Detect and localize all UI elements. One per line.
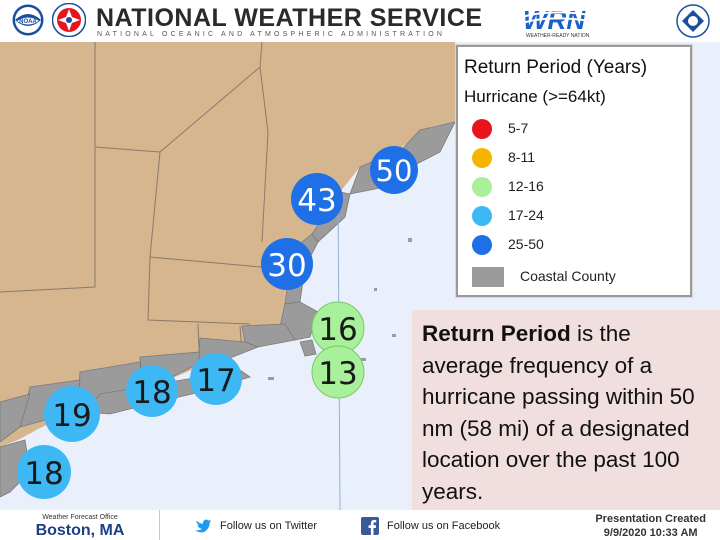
noaa-logo-icon: NOAA <box>12 4 44 36</box>
marker-50[interactable]: 50 <box>370 146 418 194</box>
marker-19[interactable]: 19 <box>44 386 100 442</box>
legend-label: 12-16 <box>508 178 544 194</box>
marker-13[interactable]: 13 <box>311 345 365 399</box>
marker-30[interactable]: 30 <box>261 238 313 290</box>
twitter-label: Follow us on Twitter <box>220 520 318 532</box>
twitter-icon <box>195 519 212 533</box>
footer: Weather Forecast Office Boston, MA Follo… <box>0 510 720 540</box>
islands <box>268 238 412 380</box>
info-text: Return Period is the average frequency o… <box>422 318 716 507</box>
marker-label: 18 <box>24 456 63 492</box>
marker-label: 17 <box>196 363 235 399</box>
legend-label: 5-7 <box>508 120 529 136</box>
header: NOAA NATIONAL WEATHER SERVICE NATIONAL O… <box>0 0 720 42</box>
page-subtitle: NATIONAL OCEANIC AND ATMOSPHERIC ADMINIS… <box>97 31 446 38</box>
marker-label: 16 <box>318 312 357 348</box>
marker-16[interactable]: 16 <box>311 301 365 355</box>
nws-logo-icon <box>52 3 86 37</box>
office-name: Boston, MA <box>35 522 125 539</box>
marker-label: 13 <box>318 356 357 392</box>
legend-subtitle: Hurricane (>=64kt) <box>464 87 606 106</box>
orange-dot-icon <box>472 148 492 168</box>
presentation-info: Presentation Created 9/9/2020 10:33 AM <box>595 512 706 540</box>
legend-title: Return Period (Years) <box>464 57 648 78</box>
legend: Return Period (Years) Hurricane (>=64kt)… <box>456 45 692 297</box>
facebook-label: Follow us on Facebook <box>387 520 501 532</box>
office-block: Weather Forecast Office Boston, MA <box>0 510 160 540</box>
legend-label: 25-50 <box>508 236 544 252</box>
info-term: Return Period <box>422 321 571 346</box>
legend-label: 8-11 <box>508 149 535 165</box>
coastal-county-swatch-icon <box>472 267 504 287</box>
presentation-date: 9/9/2020 10:33 AM <box>603 527 698 539</box>
marker-label: 18 <box>132 375 171 411</box>
marker-label: 50 <box>376 154 413 188</box>
return-period-info-panel: Return Period is the average frequency o… <box>412 310 720 510</box>
marker-43[interactable]: 43 <box>291 173 343 225</box>
info-definition: is the average frequency of a hurricane … <box>422 321 695 504</box>
noaa-logo-text: NOAA <box>19 19 37 25</box>
facebook-icon <box>361 517 379 535</box>
page-title: NATIONAL WEATHER SERVICE <box>96 4 483 32</box>
weather-gov-icon <box>676 4 710 38</box>
office-label: Weather Forecast Office <box>42 514 118 521</box>
legend-label: 17-24 <box>508 207 544 223</box>
wrn-tagline: WEATHER-READY NATION <box>526 33 590 39</box>
light-blue-dot-icon <box>472 206 492 226</box>
weather-ready-nation-logo: WRN WEATHER-READY NATION <box>521 5 591 39</box>
marker-18-nj[interactable]: 18 <box>17 445 71 499</box>
legend-label: Coastal County <box>520 268 616 284</box>
marker-label: 43 <box>297 183 336 219</box>
blue-dot-icon <box>472 235 492 255</box>
red-dot-icon <box>472 119 492 139</box>
presentation-label: Presentation Created <box>595 513 706 525</box>
land-mainland <box>0 42 455 447</box>
marker-label: 30 <box>267 248 306 284</box>
marker-17[interactable]: 17 <box>190 353 242 405</box>
marker-18-ct[interactable]: 18 <box>126 365 178 417</box>
light-green-dot-icon <box>472 177 492 197</box>
marker-label: 19 <box>52 398 91 434</box>
